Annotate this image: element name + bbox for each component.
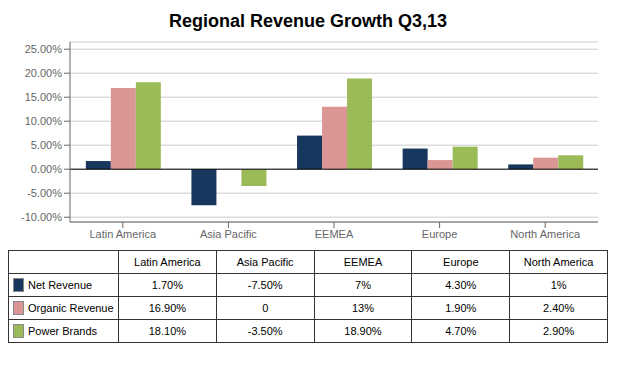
html-text:1.90%: 1.90% bbox=[445, 302, 477, 314]
svg-text:Latin America: Latin America bbox=[89, 228, 157, 240]
html-text:Power Brands: Power Brands bbox=[28, 325, 98, 337]
html-text:0: 0 bbox=[262, 302, 269, 314]
svg-text:20.00%: 20.00% bbox=[25, 67, 63, 79]
html-text:1.70%: 1.70% bbox=[151, 279, 183, 291]
html-text:1%: 1% bbox=[550, 279, 567, 291]
html-text:-7.50%: -7.50% bbox=[247, 279, 283, 291]
html-text:-3.50%: -3.50% bbox=[247, 325, 283, 337]
svg-text:Europe: Europe bbox=[422, 228, 457, 240]
svg-text:EEMEA: EEMEA bbox=[315, 228, 354, 240]
svg-text:North America: North America bbox=[510, 228, 581, 240]
html-text:18.90%: 18.90% bbox=[344, 325, 382, 337]
html-text:Organic Revenue: Organic Revenue bbox=[28, 302, 114, 314]
html-text:EEMEA: EEMEA bbox=[343, 256, 383, 268]
svg-text:15.00%: 15.00% bbox=[25, 91, 63, 103]
html-text:4.70%: 4.70% bbox=[445, 325, 477, 337]
html-text:Regional Revenue Growth Q3,13: Regional Revenue Growth Q3,13 bbox=[169, 11, 447, 31]
svg-text:-5.00%: -5.00% bbox=[27, 187, 62, 199]
html-text:18.10%: 18.10% bbox=[148, 325, 186, 337]
html-text:Europe: Europe bbox=[443, 256, 479, 268]
svg-text:Asia Pacific: Asia Pacific bbox=[200, 228, 257, 240]
svg-text:10.00%: 10.00% bbox=[25, 115, 63, 127]
html-text:2.90%: 2.90% bbox=[543, 325, 575, 337]
html-text:Net Revenue: Net Revenue bbox=[28, 279, 93, 291]
svg-text:5.00%: 5.00% bbox=[31, 139, 62, 151]
html-text:7%: 7% bbox=[355, 279, 371, 291]
svg-text:-10.00%: -10.00% bbox=[21, 211, 62, 223]
html-text:2.40%: 2.40% bbox=[543, 302, 575, 314]
svg-text:25.00%: 25.00% bbox=[25, 43, 63, 55]
html-text:13%: 13% bbox=[352, 302, 374, 314]
html-text:4.30%: 4.30% bbox=[445, 279, 477, 291]
html-text:Latin America: Latin America bbox=[134, 256, 201, 268]
html-text:Asia Pacific: Asia Pacific bbox=[236, 256, 294, 268]
html-text:16.90%: 16.90% bbox=[148, 302, 186, 314]
html-text:North America: North America bbox=[523, 256, 594, 268]
svg-text:0.00%: 0.00% bbox=[31, 163, 62, 175]
